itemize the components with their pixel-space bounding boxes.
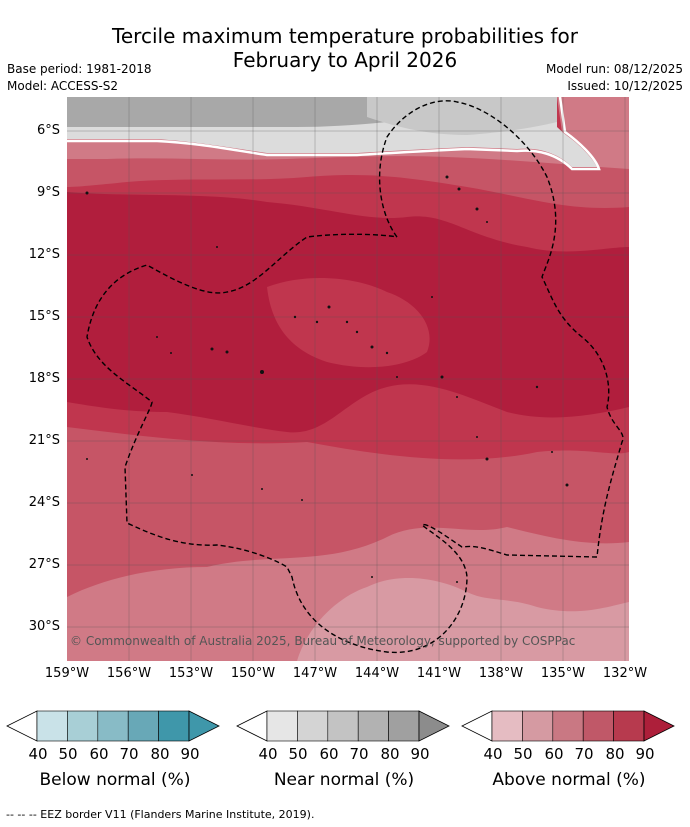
model-run: Model run: 08/12/2025 xyxy=(545,62,683,76)
lon-label-159w: 159°W xyxy=(44,666,90,681)
below-normal-label: Below normal (%) xyxy=(39,770,191,790)
islands xyxy=(85,175,569,583)
near-extend-high xyxy=(418,710,450,742)
lat-label-15s: 15°S xyxy=(28,309,60,324)
near-tick-90: 90 xyxy=(410,745,430,763)
copyright-notice: © Commonwealth of Australia 2025, Bureau… xyxy=(70,634,576,648)
above-tick-70: 70 xyxy=(574,745,594,763)
lon-label-138w: 138°W xyxy=(478,666,524,681)
title-line-2: February to April 2026 xyxy=(232,48,458,72)
title-line-1: Tercile maximum temperature probabilitie… xyxy=(112,24,578,48)
colorbar-below xyxy=(6,710,220,742)
near-tick-60: 60 xyxy=(319,745,339,763)
lon-label-141w: 141°W xyxy=(416,666,462,681)
lat-label-24s: 24°S xyxy=(28,495,60,510)
region-above-80-central xyxy=(267,277,430,368)
lat-label-21s: 21°S xyxy=(28,433,60,448)
issued-date: Issued: 10/12/2025 xyxy=(567,79,683,93)
eez-legend-note: -- -- -- EEZ border V11 (Flanders Marine… xyxy=(6,808,315,821)
map-title: Tercile maximum temperature probabilitie… xyxy=(0,24,690,72)
lon-label-144w: 144°W xyxy=(354,666,400,681)
lon-label-150w: 150°W xyxy=(230,666,276,681)
lat-label-30s: 30°S xyxy=(28,619,60,634)
colorbar-near xyxy=(236,710,450,742)
below-tick-70: 70 xyxy=(119,745,139,763)
above-tick-60: 60 xyxy=(544,745,564,763)
map-canvas xyxy=(67,97,629,661)
near-tick-80: 80 xyxy=(380,745,400,763)
lat-label-9s: 9°S xyxy=(36,185,60,200)
below-tick-40: 40 xyxy=(28,745,48,763)
below-bin-2 xyxy=(67,710,99,742)
gridlines xyxy=(67,97,629,661)
lat-label-18s: 18°S xyxy=(28,371,60,386)
near-bin-5 xyxy=(388,710,420,742)
above-tick-80: 80 xyxy=(605,745,625,763)
below-bin-4 xyxy=(127,710,159,742)
colorbars xyxy=(6,710,675,742)
lon-label-132w: 132°W xyxy=(602,666,648,681)
below-bin-5 xyxy=(158,710,190,742)
near-bin-1 xyxy=(266,710,298,742)
lat-label-27s: 27°S xyxy=(28,557,60,572)
near-tick-40: 40 xyxy=(258,745,278,763)
near-extend-low xyxy=(236,710,268,742)
above-extend-high xyxy=(643,710,675,742)
above-extend-low xyxy=(461,710,493,742)
below-bin-1 xyxy=(36,710,68,742)
colorbar-above xyxy=(461,710,675,742)
near-tick-70: 70 xyxy=(349,745,369,763)
below-tick-80: 80 xyxy=(150,745,170,763)
above-tick-50: 50 xyxy=(513,745,533,763)
base-period: Base period: 1981-2018 xyxy=(7,62,152,76)
above-bin-2 xyxy=(522,710,554,742)
model-name: Model: ACCESS-S2 xyxy=(7,79,119,93)
below-tick-90: 90 xyxy=(180,745,200,763)
above-tick-40: 40 xyxy=(483,745,503,763)
above-bin-3 xyxy=(552,710,584,742)
below-extend-high xyxy=(188,710,220,742)
above-bin-4 xyxy=(582,710,614,742)
near-bin-4 xyxy=(357,710,389,742)
lon-label-147w: 147°W xyxy=(292,666,338,681)
below-extend-low xyxy=(6,710,38,742)
above-bin-1 xyxy=(491,710,523,742)
near-normal-boundary xyxy=(67,97,601,171)
near-bin-2 xyxy=(297,710,329,742)
near-normal-label: Near normal (%) xyxy=(273,770,415,790)
above-normal-label: Above normal (%) xyxy=(492,770,646,790)
lat-label-12s: 12°S xyxy=(28,247,60,262)
lon-label-135w: 135°W xyxy=(540,666,586,681)
probability-map: © Commonwealth of Australia 2025, Bureau… xyxy=(67,97,629,661)
below-tick-50: 50 xyxy=(58,745,78,763)
near-tick-50: 50 xyxy=(288,745,308,763)
region-near-60 xyxy=(367,97,557,135)
below-tick-60: 60 xyxy=(89,745,109,763)
lon-label-153w: 153°W xyxy=(168,666,214,681)
below-bin-3 xyxy=(97,710,129,742)
region-above-50-south xyxy=(297,577,629,661)
near-bin-3 xyxy=(327,710,359,742)
above-tick-90: 90 xyxy=(635,745,655,763)
above-bin-5 xyxy=(613,710,645,742)
region-near-70 xyxy=(67,97,427,127)
region-above-60-ne xyxy=(557,97,629,167)
lon-label-156w: 156°W xyxy=(106,666,152,681)
lat-label-6s: 6°S xyxy=(36,123,60,138)
